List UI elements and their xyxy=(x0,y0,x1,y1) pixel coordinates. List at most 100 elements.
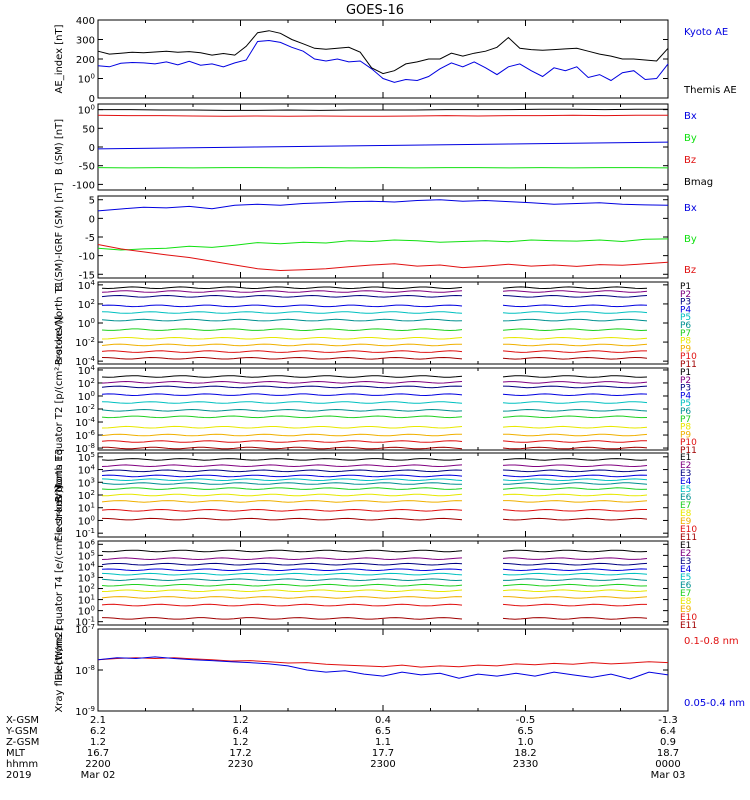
series-line-P9 xyxy=(101,343,462,347)
y-axis-label: AE_index [nT] xyxy=(54,24,65,93)
series-line-E5 xyxy=(502,478,648,482)
x-axis-row-label: X-GSM xyxy=(6,715,39,726)
legend-label-P7: P7 xyxy=(680,329,691,339)
y-tick-label: -15 xyxy=(79,270,95,281)
series-line-E1 xyxy=(502,549,648,553)
x-axis-row-label: Y-GSM xyxy=(5,726,38,737)
series-line-E8 xyxy=(502,589,648,593)
y-tick-label: 10-1 xyxy=(75,527,95,540)
series-line-E2 xyxy=(101,557,463,561)
panel-7: 10-9 10-8 10-7 Xray flux [W/m2] 0.1-0.8 nm 0.… xyxy=(54,623,745,718)
series-line-P5 xyxy=(101,401,463,404)
x-axis-value: -0.5 xyxy=(516,715,536,726)
legend-label-P4: P4 xyxy=(680,305,691,315)
y-tick-label: 0 xyxy=(89,94,95,105)
legend-label-E3: E3 xyxy=(680,469,691,479)
series-line-E10 xyxy=(502,603,647,607)
series-line-P6 xyxy=(502,318,648,322)
series-line-E8 xyxy=(502,493,648,497)
series-line-E11 xyxy=(101,517,463,521)
series-line-P5 xyxy=(502,311,648,314)
x-axis-value: 1.2 xyxy=(233,715,249,726)
series-line-E10 xyxy=(502,508,647,512)
series-line-P10 xyxy=(101,350,463,353)
y-tick-label: 10-1 xyxy=(75,616,95,629)
series-line-E8 xyxy=(101,493,463,497)
series-line-P4 xyxy=(502,304,648,308)
y-tick-label: 102 xyxy=(78,298,95,311)
series-line-E9 xyxy=(503,500,648,503)
x-axis-value: 18.2 xyxy=(514,748,536,759)
y-tick-label: 101 xyxy=(78,502,95,515)
legend-label-Themis AE: Themis AE xyxy=(683,85,737,96)
series-line-P4 xyxy=(101,393,463,397)
legend-label-E8: E8 xyxy=(680,509,692,519)
series-line-E5 xyxy=(101,478,463,482)
y-tick-label: 100 xyxy=(78,104,95,117)
legend-label-Bz: Bz xyxy=(684,265,696,276)
series-line-E9 xyxy=(101,596,463,599)
y-tick-label: -100 xyxy=(72,180,95,191)
legend-label-Kyoto AE: Kyoto AE xyxy=(684,27,728,38)
legend-label-P9: P9 xyxy=(680,344,691,354)
y-tick-label: 104 xyxy=(78,464,96,477)
series-line-Bz xyxy=(97,114,668,117)
legend-label-E5: E5 xyxy=(680,485,691,495)
series-line-E1 xyxy=(502,458,648,461)
series-line-P1 xyxy=(502,375,648,378)
series-line-P10 xyxy=(502,350,647,353)
x-axis-value: 2230 xyxy=(228,759,253,770)
legend-label-Bmag: Bmag xyxy=(684,177,713,188)
series-line-P5 xyxy=(502,401,648,404)
series-line-E2 xyxy=(502,464,648,468)
legend-label-P6: P6 xyxy=(680,321,691,331)
y-tick-label: 10-8 xyxy=(75,442,95,455)
y-tick-label: 10-8 xyxy=(75,664,95,677)
y-tick-label: 10-2 xyxy=(75,403,95,416)
legend-label-P11: P11 xyxy=(680,446,697,456)
series-line-E4 xyxy=(101,568,463,572)
x-axis-value: 1.2 xyxy=(233,737,249,748)
series-line-0.1-0.8 nm xyxy=(97,657,669,668)
y-tick-label: -10 xyxy=(79,252,95,263)
y-tick-label: 200 xyxy=(76,55,95,66)
x-axis-value: 0.4 xyxy=(375,715,391,726)
y-tick-label: 102 xyxy=(78,489,95,502)
series-line-P1 xyxy=(101,286,463,290)
series-line-P5 xyxy=(101,311,463,314)
series-line-E10 xyxy=(101,603,463,607)
legend-label-P9: P9 xyxy=(680,430,691,440)
y-tick-label: -5 xyxy=(85,233,95,244)
y-tick-label: 100 xyxy=(78,605,95,618)
series-line-E9 xyxy=(101,500,463,503)
y-axis-label: Electrons North T3 xyxy=(54,448,65,541)
x-axis-value: 1.2 xyxy=(90,737,106,748)
legend-label-P10: P10 xyxy=(680,352,697,362)
series-line-P3 xyxy=(502,385,648,389)
series-line-Bx xyxy=(97,141,669,150)
legend-label-E11: E11 xyxy=(680,621,697,631)
x-axis-value: 6.2 xyxy=(90,726,106,737)
panel-1: -100 -50 0 50 100 B (SM) [nT] Bx By Bz Bmag xyxy=(54,103,713,191)
series-line-P6 xyxy=(101,318,463,322)
legend-label-P7: P7 xyxy=(680,415,691,425)
panel-frame xyxy=(97,628,669,712)
series-line-0.05-0.4 nm xyxy=(97,656,669,680)
y-tick-label: 104 xyxy=(78,279,96,292)
y-axis-label: Protons Equator T2 [p/(cm²-s-sr-keV)] xyxy=(54,316,65,503)
series-line-E3 xyxy=(101,562,463,566)
x-axis-value: 2300 xyxy=(370,759,395,770)
legend-label-E3: E3 xyxy=(680,557,691,567)
series-line-E9 xyxy=(503,596,648,599)
x-axis-table: X-GSMY-GSMZ-GSMMLThhmm20192.16.21.216.72… xyxy=(5,715,685,781)
series-line-E10 xyxy=(101,508,463,512)
x-axis-value: 2200 xyxy=(85,759,110,770)
y-tick-label: 10-2 xyxy=(75,336,95,349)
y-tick-label: 400 xyxy=(76,16,95,27)
panel-frame xyxy=(97,103,669,191)
series-line-E6 xyxy=(503,578,648,581)
y-tick-label: 105 xyxy=(78,451,95,464)
y-tick-label: 100 xyxy=(78,317,95,330)
